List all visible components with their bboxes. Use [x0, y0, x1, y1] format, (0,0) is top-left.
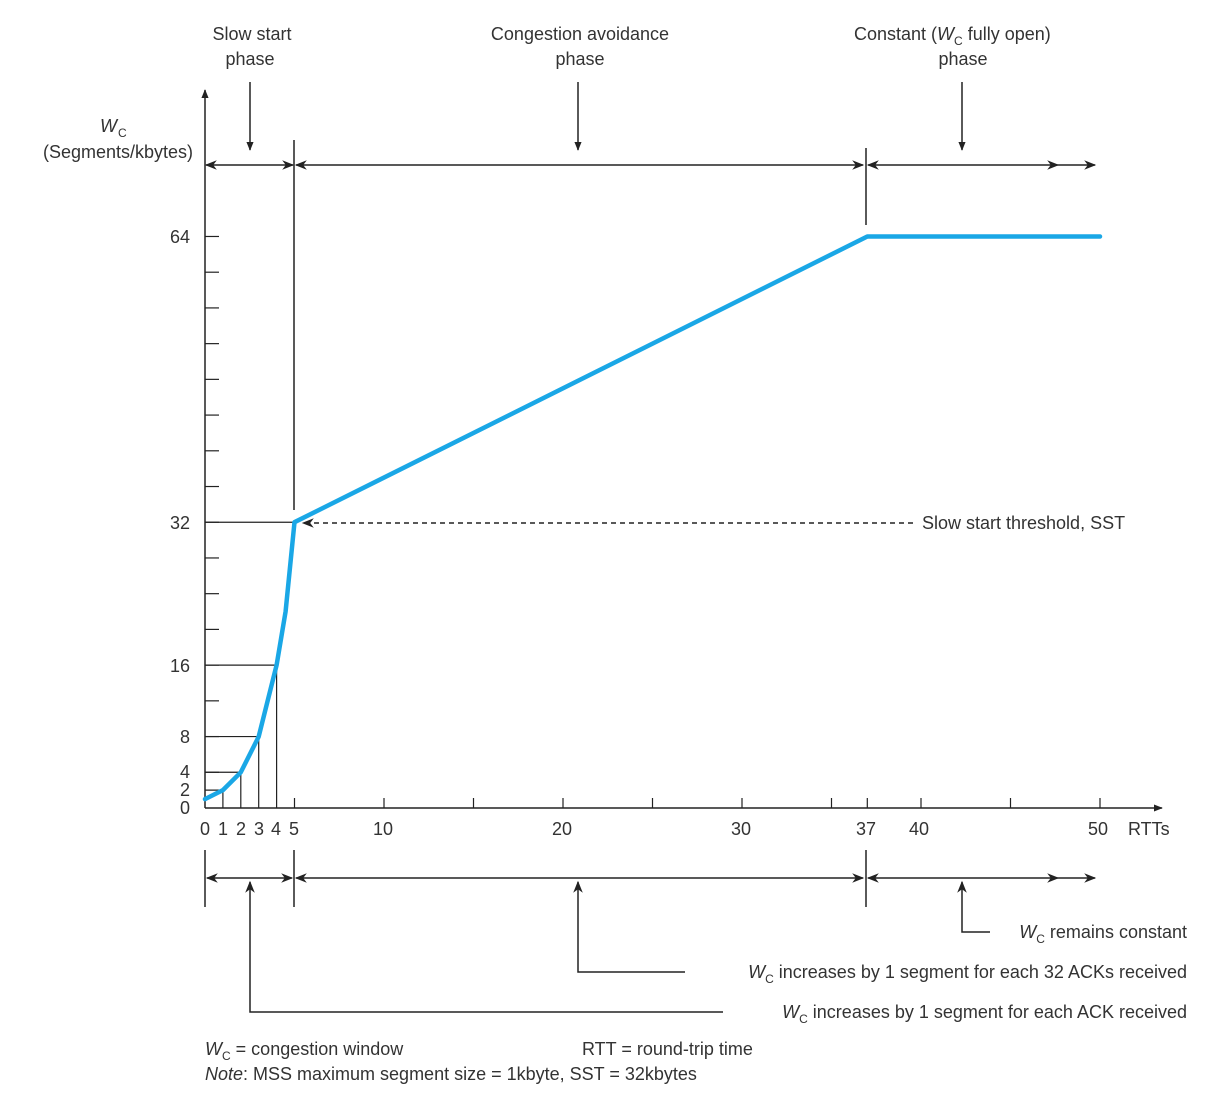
y-axis-label-subscript: C	[118, 126, 127, 140]
phase-slow-start-line2: phase	[225, 49, 274, 69]
phase-constant-line1: Constant (WC fully open)	[854, 24, 1051, 48]
footnote-wc-text: = congestion window	[231, 1039, 405, 1059]
congestion-window-line	[202, 234, 1103, 802]
phase-congestion-avoidance-line1: Congestion avoidance	[491, 24, 669, 44]
footnote-rtt-definition: RTT = round-trip time	[582, 1039, 753, 1059]
y-axis-label-units: (Segments/kbytes)	[43, 142, 193, 162]
y-axis-minor-ticks	[205, 235, 219, 773]
callout-constant-subscript: C	[1036, 932, 1045, 946]
x-tick-label-2: 2	[236, 819, 246, 839]
y-tick-label-2: 2	[180, 780, 190, 800]
phase-slow-start-line1: Slow start	[212, 24, 291, 44]
phase-constant-symbol: W	[937, 24, 956, 44]
y-tick-label-8: 8	[180, 727, 190, 747]
y-axis-label-symbol: W	[100, 116, 119, 136]
phase-constant-pre: Constant (	[854, 24, 937, 44]
x-tick-label-0: 0	[200, 819, 210, 839]
y-tick-label-4: 4	[180, 762, 190, 782]
phase-constant-subscript: C	[954, 34, 963, 48]
callout-constant-connector	[957, 880, 990, 933]
callout-slow-start-body: increases by 1 segment for each ACK rece…	[808, 1002, 1187, 1022]
slow-start-guide-lines	[205, 521, 295, 808]
x-tick-label-1: 1	[218, 819, 228, 839]
footnote-note-label: Note	[205, 1064, 243, 1084]
footnote-wc-symbol: W	[205, 1039, 224, 1059]
x-tick-label-30: 30	[731, 819, 751, 839]
y-tick-label-16: 16	[170, 656, 190, 676]
x-axis-minor-ticks	[293, 798, 1101, 808]
phase-congestion-avoidance-line2: phase	[555, 49, 604, 69]
x-tick-label-3: 3	[254, 819, 264, 839]
footnote-note: Note: MSS maximum segment size = 1kbyte,…	[205, 1064, 697, 1084]
x-tick-label-50: 50	[1088, 819, 1108, 839]
callout-slow-start-text: WC increases by 1 segment for each ACK r…	[782, 1002, 1187, 1026]
callout-congestion-avoidance-body: increases by 1 segment for each 32 ACKs …	[774, 962, 1187, 982]
y-tick-label-0: 0	[180, 798, 190, 818]
callout-slow-start-connector	[245, 880, 723, 1013]
x-tick-label-10: 10	[373, 819, 393, 839]
x-tick-label-4: 4	[271, 819, 281, 839]
callout-slow-start-symbol: W	[782, 1002, 801, 1022]
x-tick-label-37: 37	[856, 819, 876, 839]
callout-slow-start-subscript: C	[799, 1012, 808, 1026]
footnote-wc-definition: WC = congestion window	[205, 1039, 404, 1063]
x-axis-unit-label: RTTs	[1128, 819, 1170, 839]
callout-constant-symbol: W	[1019, 922, 1038, 942]
x-tick-label-20: 20	[552, 819, 572, 839]
y-tick-label-64: 64	[170, 227, 190, 247]
x-tick-label-40: 40	[909, 819, 929, 839]
x-tick-label-5: 5	[289, 819, 299, 839]
phase-constant-line2: phase	[938, 49, 987, 69]
footnote-note-text: : MSS maximum segment size = 1kbyte, SST…	[243, 1064, 697, 1084]
footnote-wc-subscript: C	[222, 1049, 231, 1063]
sst-label: Slow start threshold, SST	[922, 513, 1125, 533]
callout-constant-text: WC remains constant	[1019, 922, 1187, 946]
callout-congestion-avoidance-connector	[573, 880, 685, 973]
callout-congestion-avoidance-subscript: C	[765, 972, 774, 986]
y-tick-label-32: 32	[170, 513, 190, 533]
phase-constant-post: fully open)	[963, 24, 1051, 44]
callout-congestion-avoidance-text: WC increases by 1 segment for each 32 AC…	[748, 962, 1187, 986]
callout-congestion-avoidance-symbol: W	[748, 962, 767, 982]
callout-constant-body: remains constant	[1045, 922, 1187, 942]
